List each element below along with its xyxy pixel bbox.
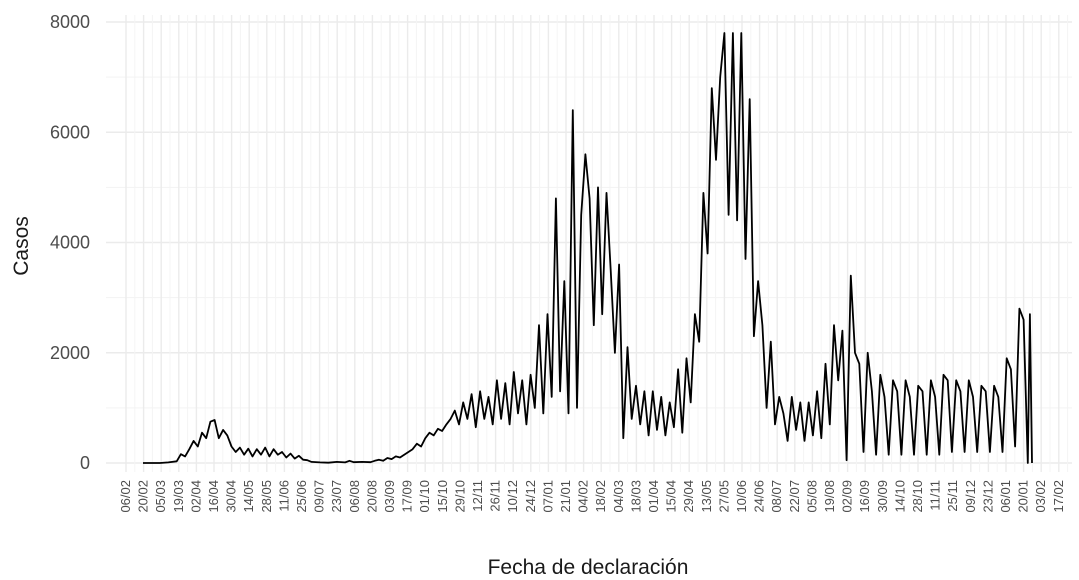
x-tick-label: 20/08 [364,480,379,513]
x-tick-label: 18/02 [593,480,608,513]
series-group [143,32,1033,464]
x-tick-label: 23/12 [980,480,995,513]
x-tick-label: 29/04 [681,480,696,513]
x-tick-label: 26/11 [488,480,503,512]
x-tick-label: 24/06 [752,480,767,513]
x-tick-label: 01/04 [646,480,661,513]
y-tick-label: 6000 [50,122,90,142]
x-tick-label: 08/07 [769,480,784,513]
x-tick-label: 27/05 [716,480,731,513]
x-tick-label: 09/12 [963,480,978,513]
x-tick-label: 05/03 [153,480,168,513]
x-tick-label: 19/03 [171,480,186,513]
x-tick-label: 24/12 [523,480,538,513]
y-tick-label: 2000 [50,343,90,363]
x-tick-label: 17/09 [400,480,415,513]
x-tick-label: 02/09 [840,480,855,513]
x-tick-label: 20/02 [136,480,151,513]
x-tick-label: 28/05 [259,480,274,513]
x-tick-label: 19/08 [822,480,837,513]
x-tick-label: 30/09 [875,480,890,513]
x-tick-label: 14/10 [892,480,907,513]
x-tick-label: 22/07 [787,480,802,513]
x-tick-label: 17/02 [1051,480,1066,513]
x-tick-label: 10/12 [505,480,520,513]
x-tick-label: 01/10 [417,480,432,513]
x-axis-ticks: 06/02 20/02 05/03 19/03 02/04 16/04 30/04 14/05… [118,480,1066,513]
y-tick-label: 4000 [50,233,90,253]
x-tick-label: 23/07 [329,480,344,513]
x-tick-label: 03/09 [382,480,397,513]
grid [106,15,1072,472]
x-tick-label: 14/05 [241,480,256,513]
x-axis-title: Fecha de declaración [488,556,689,579]
x-tick-label: 30/04 [224,480,239,513]
x-tick-label: 25/11 [945,480,960,512]
x-tick-label: 20/01 [1016,480,1031,513]
x-tick-label: 15/10 [435,480,450,513]
x-tick-label: 02/04 [188,480,203,513]
x-tick-label: 12/11 [470,480,485,512]
x-tick-label: 09/07 [312,480,327,513]
x-tick-label: 25/06 [294,480,309,513]
x-tick-label: 15/04 [664,480,679,513]
x-tick-label: 05/08 [804,480,819,513]
x-tick-label: 10/06 [734,480,749,513]
y-tick-label: 8000 [50,12,90,32]
x-tick-label: 04/03 [611,480,626,513]
x-tick-label: 03/02 [1033,480,1048,513]
x-tick-label: 13/05 [699,480,714,513]
x-tick-label: 06/08 [347,480,362,513]
series-line [143,32,1033,464]
x-tick-label: 06/01 [998,480,1013,513]
x-tick-label: 28/10 [910,480,925,513]
y-axis-title: Casos [10,216,33,276]
x-tick-label: 04/02 [576,480,591,513]
y-axis-ticks: 0 2000 4000 6000 8000 [50,12,90,473]
x-tick-label: 11/06 [276,480,291,512]
x-tick-label: 29/10 [452,480,467,513]
x-tick-label: 11/11 [928,480,943,511]
x-tick-label: 18/03 [628,480,643,513]
x-tick-label: 16/04 [206,480,221,513]
x-tick-label: 21/01 [558,480,573,513]
x-tick-label: 16/09 [857,480,872,513]
x-tick-label: 06/02 [118,480,133,513]
y-tick-label: 0 [80,453,90,473]
x-tick-label: 07/01 [540,480,555,513]
